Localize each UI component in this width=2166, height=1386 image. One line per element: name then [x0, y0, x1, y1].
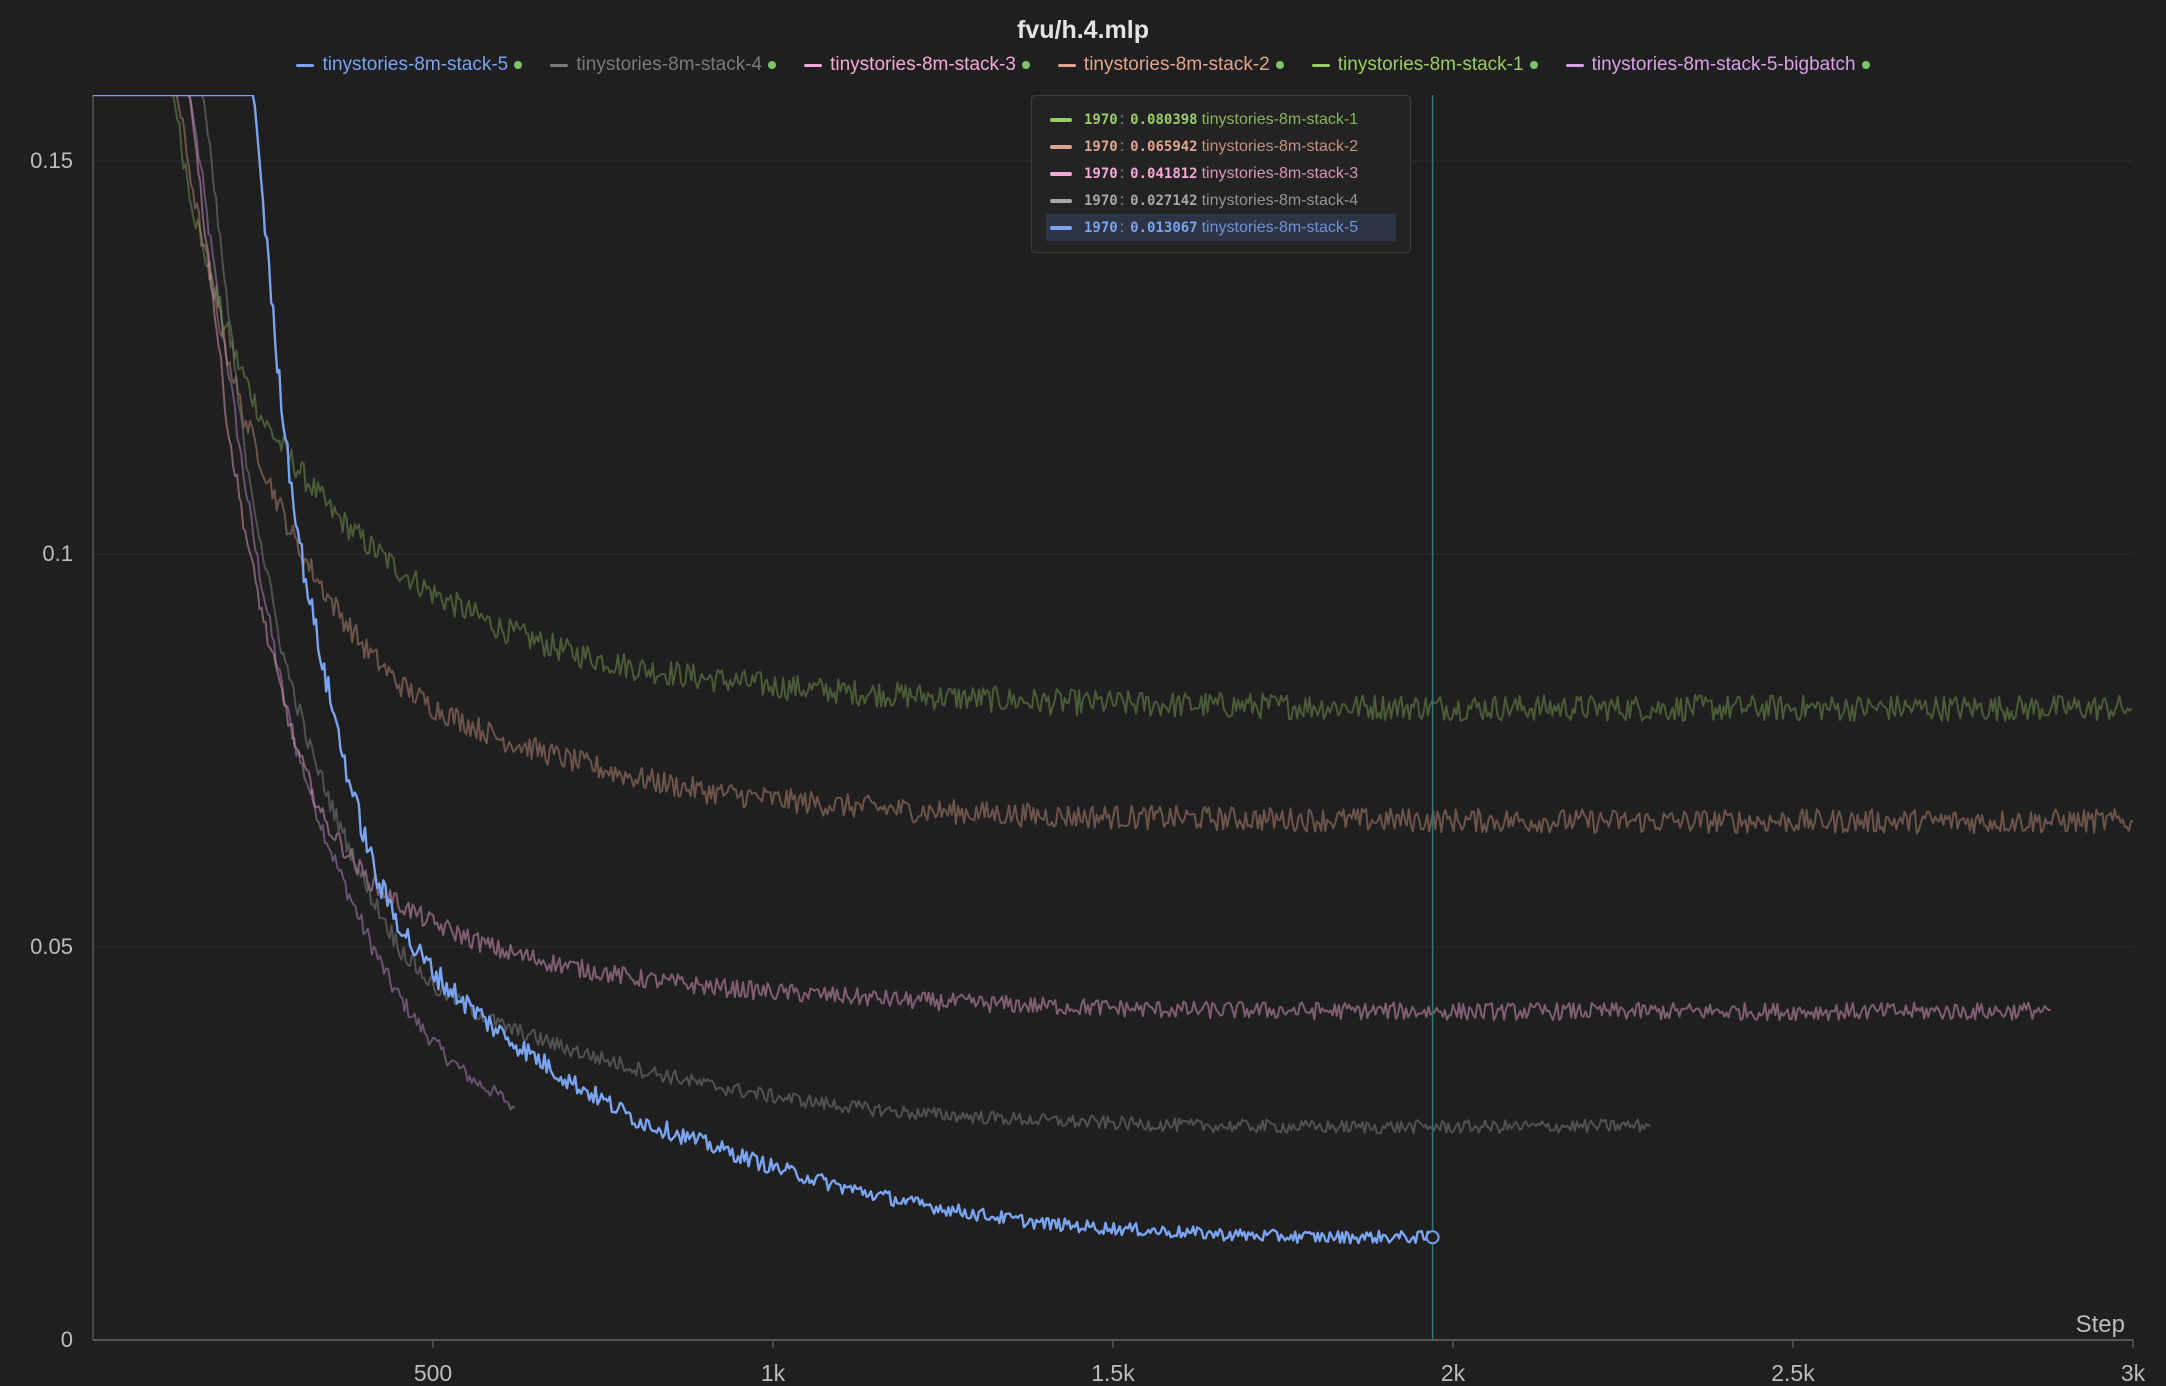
series-line-tinystories-8m-stack-3 — [93, 95, 2051, 1022]
tooltip-value: 0.013067 — [1130, 219, 1198, 236]
x-tick-label: 2k — [1441, 1360, 1466, 1386]
status-dot-icon — [1861, 61, 1870, 69]
legend-swatch — [1311, 63, 1330, 67]
legend-label: tinystories-8m-stack-5 — [322, 54, 509, 75]
legend-swatch — [296, 63, 315, 67]
status-dot-icon — [514, 61, 523, 69]
tooltip-value: 0.027142 — [1130, 192, 1198, 209]
tooltip-series-name: tinystories-8m-stack-1 — [1201, 110, 1359, 128]
tooltip-row: 1970:0.013067 tinystories-8m-stack-5 — [1046, 214, 1396, 241]
legend-item[interactable]: tinystories-8m-stack-1 — [1311, 54, 1538, 76]
chart-title: fvu/h.4.mlp — [1017, 16, 1149, 44]
legend-item[interactable]: tinystories-8m-stack-5 — [296, 54, 523, 76]
tooltip-separator: : — [1119, 191, 1125, 209]
tooltip-series-name: tinystories-8m-stack-4 — [1201, 191, 1359, 209]
tooltip-series-name: tinystories-8m-stack-5 — [1201, 218, 1359, 236]
tooltip-row: 1970:0.080398 tinystories-8m-stack-1 — [1046, 106, 1396, 133]
tooltip-step: 1970 — [1084, 111, 1118, 128]
legend-item[interactable]: tinystories-8m-stack-5-bigbatch — [1565, 54, 1870, 76]
tooltip-swatch — [1050, 171, 1072, 176]
x-tick-label: 1.5k — [1091, 1360, 1135, 1386]
tooltip-step: 1970 — [1084, 219, 1118, 236]
tooltip-value: 0.065942 — [1130, 138, 1198, 155]
tooltip-swatch — [1050, 198, 1072, 203]
tooltip-swatch — [1050, 144, 1072, 149]
legend-item[interactable]: tinystories-8m-stack-2 — [1057, 54, 1284, 76]
legend-swatch — [1565, 63, 1584, 67]
y-tick-label: 0 — [61, 1327, 73, 1352]
tooltip-swatch — [1050, 117, 1072, 122]
status-dot-icon — [1275, 61, 1284, 69]
x-tick-label: 1k — [761, 1360, 786, 1386]
legend-item[interactable]: tinystories-8m-stack-4 — [550, 54, 777, 76]
tooltip-value: 0.041812 — [1130, 165, 1198, 182]
legend-label: tinystories-8m-stack-2 — [1083, 54, 1270, 75]
status-dot-icon — [1529, 61, 1538, 69]
x-tick-label: 3k — [2121, 1360, 2146, 1386]
tooltip-series-name: tinystories-8m-stack-2 — [1201, 137, 1359, 155]
hover-point-marker — [1425, 1230, 1440, 1245]
legend-swatch — [804, 63, 823, 67]
tooltip-value: 0.080398 — [1130, 111, 1198, 128]
x-tick-label: 500 — [414, 1360, 452, 1386]
status-dot-icon — [768, 61, 777, 69]
tooltip-separator: : — [1119, 218, 1125, 236]
tooltip-row: 1970:0.041812 tinystories-8m-stack-3 — [1046, 160, 1396, 187]
legend-swatch — [1057, 63, 1076, 67]
legend-swatch — [550, 63, 569, 67]
series-line-tinystories-8m-stack-5 — [93, 95, 1432, 1245]
tooltip-swatch — [1050, 225, 1072, 230]
y-tick-label: 0.15 — [30, 148, 73, 173]
series-line-tinystories-8m-stack-4 — [93, 95, 1651, 1135]
y-tick-label: 0.1 — [42, 541, 73, 566]
legend-label: tinystories-8m-stack-4 — [576, 54, 763, 75]
x-axis-label: Step — [2076, 1311, 2125, 1338]
legend-label: tinystories-8m-stack-3 — [830, 54, 1016, 75]
series-line-tinystories-8m-stack-2 — [93, 95, 2133, 835]
series-line-tinystories-8m-stack-5-bigbatch — [187, 95, 516, 1111]
tooltip-row: 1970:0.065942 tinystories-8m-stack-2 — [1046, 133, 1396, 160]
legend: tinystories-8m-stack-5 tinystories-8m-sta… — [0, 54, 2166, 76]
tooltip-separator: : — [1119, 110, 1125, 128]
status-dot-icon — [1021, 61, 1030, 69]
tooltip-step: 1970 — [1084, 192, 1118, 209]
legend-item[interactable]: tinystories-8m-stack-3 — [804, 54, 1030, 76]
tooltip-row: 1970:0.027142 tinystories-8m-stack-4 — [1046, 187, 1396, 214]
tooltip-step: 1970 — [1084, 165, 1118, 182]
legend-label: tinystories-8m-stack-5-bigbatch — [1591, 54, 1856, 75]
legend-label: tinystories-8m-stack-1 — [1337, 54, 1524, 75]
y-tick-label: 0.05 — [30, 934, 73, 959]
x-tick-label: 2.5k — [1771, 1360, 1815, 1386]
tooltip-separator: : — [1119, 164, 1125, 182]
hover-tooltip: 1970:0.080398 tinystories-8m-stack-1 1970:… — [1031, 95, 1411, 253]
tooltip-series-name: tinystories-8m-stack-3 — [1201, 164, 1359, 182]
tooltip-step: 1970 — [1084, 138, 1118, 155]
series-line-tinystories-8m-stack-1 — [93, 95, 2133, 723]
tooltip-separator: : — [1119, 137, 1125, 155]
